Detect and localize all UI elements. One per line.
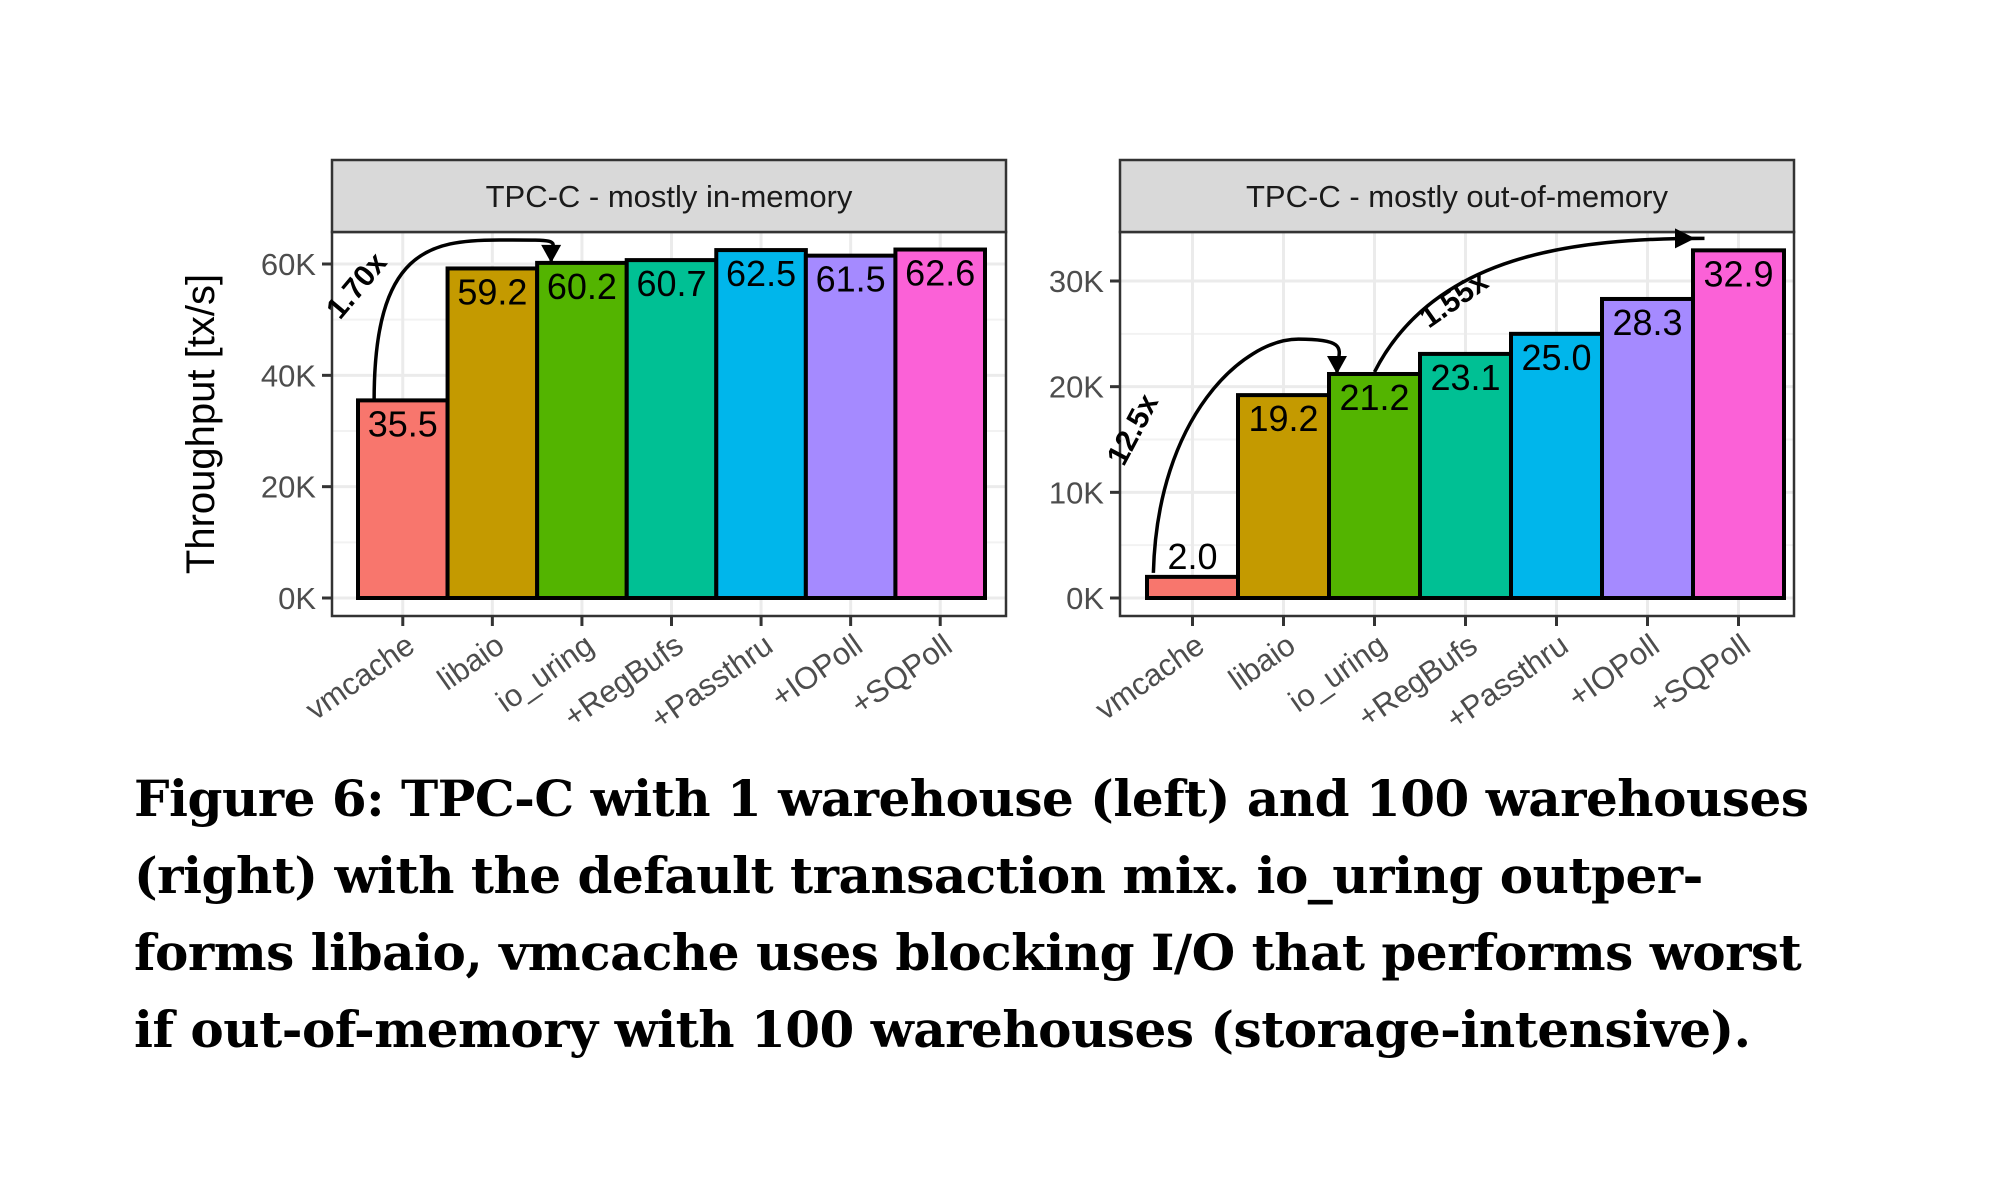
y-tick-label: 60K [261, 247, 316, 282]
bar [624, 258, 719, 600]
caption-line: Figure 6: TPC-C with 1 warehouse (left) … [134, 769, 1809, 828]
figure-chart: Throughput [tx/s] 35.5 59.2 60.2 60.7 62.5 61… [179, 158, 1796, 736]
bar-value-label: 23.1 [1430, 357, 1500, 398]
y-tick-label: 20K [261, 470, 316, 505]
bar-value-label: 32.9 [1703, 253, 1773, 294]
bar-value-label: 19.2 [1248, 398, 1318, 439]
caption-line: (right) with the default transaction mix… [134, 846, 1703, 905]
annotation-arrowhead [541, 244, 562, 263]
bar [1600, 296, 1695, 600]
y-tick-label: 40K [261, 358, 316, 393]
bar [803, 253, 898, 600]
annotation-arrowhead [1675, 228, 1695, 249]
y-tick-label: 0K [278, 581, 316, 616]
y-axis-label: Throughput [tx/s] [179, 274, 223, 574]
annotation-arrow [372, 238, 555, 401]
x-tick-label: +SQPoll [844, 627, 958, 721]
bar [356, 398, 450, 600]
bar-value-label: 2.0 [1167, 536, 1217, 577]
bar [1418, 351, 1513, 600]
x-tick-label: vmcache [1089, 627, 1211, 727]
bar-value-label: 28.3 [1612, 302, 1682, 343]
annotation-arrow [1151, 337, 1341, 573]
facet-strip-title: TPC-C - mostly out-of-memory [1246, 179, 1668, 214]
facet-strip [1118, 158, 1796, 234]
bar [714, 248, 808, 600]
bar-value-label: 21.2 [1339, 377, 1409, 418]
bar-value-label: 61.5 [816, 259, 886, 300]
annotation-arrow [1372, 236, 1705, 373]
facet-strip-title: TPC-C - mostly in-memory [486, 179, 853, 214]
y-tick-label: 10K [1049, 475, 1104, 510]
bar-value-label: 62.6 [905, 253, 975, 294]
y-tick-label: 0K [1066, 581, 1104, 616]
bar-value-label: 35.5 [368, 403, 438, 444]
bar-value-label: 60.7 [636, 263, 706, 304]
y-tick-label: 20K [1049, 370, 1104, 405]
x-tick-label: +SQPoll [1643, 627, 1757, 721]
figure-caption: Figure 6: TPC-C with 1 warehouse (left) … [134, 760, 1864, 1068]
bar [535, 260, 629, 600]
bar [1145, 574, 1240, 600]
y-tick-label: 30K [1049, 264, 1104, 299]
bar [1236, 393, 1331, 600]
bar [1509, 331, 1604, 600]
annotation-arrowhead [1327, 355, 1347, 374]
bar [1327, 371, 1422, 600]
bar-value-label: 60.2 [547, 266, 617, 307]
bar-value-label: 62.5 [726, 253, 796, 294]
caption-line: if out-of-memory with 100 warehouses (st… [134, 1000, 1751, 1059]
bar-value-label: 25.0 [1521, 337, 1591, 378]
caption-line: forms libaio, vmcache uses blocking I/O … [134, 923, 1802, 982]
bar [1691, 248, 1786, 601]
bar-value-label: 59.2 [457, 271, 527, 312]
bar [893, 247, 988, 600]
x-tick-label: vmcache [299, 627, 421, 727]
bar [445, 266, 540, 600]
facet-strip [330, 158, 1008, 234]
panel-out-of-memory: 2.0 19.2 21.2 23.1 25.0 28.3 32.9 TPC-C - mostl… [1049, 158, 1796, 736]
panel-in-memory: 35.5 59.2 60.2 60.7 62.5 61.5 62.6 TPC-C - most… [261, 158, 1008, 736]
